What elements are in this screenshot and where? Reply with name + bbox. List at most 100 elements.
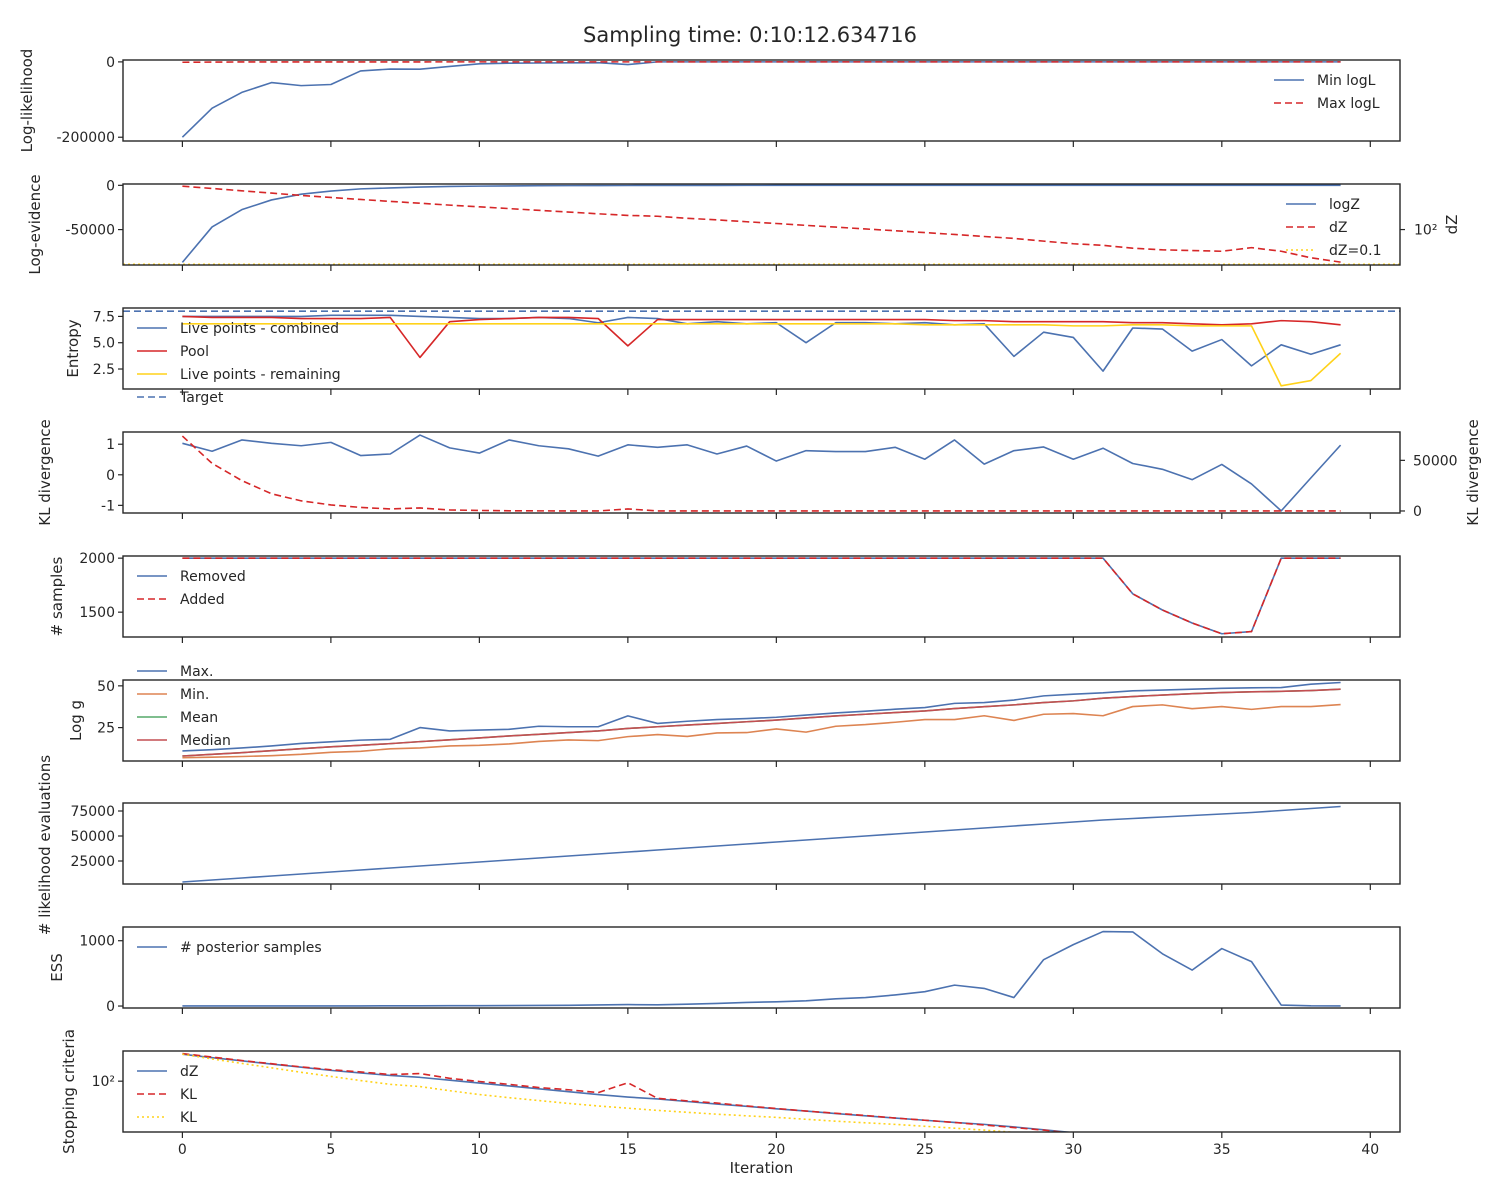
panel-series: [182, 557, 1341, 635]
y-tick-label: 7.5: [93, 309, 115, 325]
legend-label-1: Min logL: [1317, 73, 1376, 89]
y-tick-label: 0: [106, 55, 115, 71]
legend-label-2: Pool: [180, 344, 209, 360]
series-line-2: [181, 435, 1341, 512]
series-line-2: [182, 185, 1341, 263]
panel-frame: [122, 802, 1401, 885]
y-tick-label: 1500: [79, 605, 115, 621]
legend-label-3: dZ=0.1: [1329, 243, 1381, 259]
series-line-2: [182, 315, 1341, 359]
y-tick-label: -1: [101, 498, 115, 514]
y-tick-label: 10²: [92, 1074, 115, 1090]
y-axis-label: Entropy: [64, 319, 82, 377]
legend-label-1: dZ: [180, 1064, 198, 1080]
y-axis-label: Log-likelihood: [18, 49, 36, 153]
series-line-2: [182, 703, 1341, 759]
x-tick-label: 20: [767, 1142, 785, 1158]
panel-5: 2000 1500 # samples Removed Added: [48, 551, 1401, 643]
y2-tick-label: 0: [1413, 504, 1422, 520]
legend: Live points - combined Pool Live points - …: [137, 321, 341, 406]
legend-label-2: dZ: [1329, 220, 1347, 236]
figure-title: Sampling time: 0:10:12.634716: [583, 23, 917, 47]
panel-1: 0 -200000 Log-likelihood Min logL Max logL: [18, 49, 1401, 153]
y-axis-label: Stopping criteria: [60, 1029, 78, 1154]
legend: Removed Added: [137, 569, 246, 608]
series-line-1: [182, 681, 1341, 752]
panel-6: 50 25 Log g Max. Min. Mean Median: [67, 664, 1401, 767]
panel-series: [182, 1052, 1076, 1132]
y-tick-label: 50: [97, 679, 115, 695]
panel-frame: [122, 307, 1401, 390]
series-line-1: [182, 557, 1341, 635]
legend-label-2: Max logL: [1317, 96, 1380, 112]
panel-frame: [122, 1050, 1401, 1133]
y-tick-label: 75000: [70, 804, 115, 820]
x-tick-label: 25: [916, 1142, 934, 1158]
legend-label-1: Live points - combined: [180, 321, 339, 337]
y-axis-label: ESS: [48, 953, 66, 982]
panel-series: [123, 310, 1400, 387]
y-axis-label: # likelihood evaluations: [36, 755, 54, 935]
panel-frame: [122, 431, 1401, 514]
series-line-1: [181, 184, 1341, 263]
legend-label-2: Min.: [180, 687, 209, 703]
y-axis-label: # samples: [48, 556, 66, 636]
panel-series: [181, 61, 1341, 138]
series-line-1: [182, 930, 1341, 1007]
x-tick-label: 35: [1213, 1142, 1231, 1158]
series-line-2: [182, 557, 1341, 635]
panel-series: [181, 434, 1342, 512]
x-tick-label: 0: [178, 1142, 187, 1158]
legend-label-3: Live points - remaining: [180, 367, 341, 383]
panel-3: 7.5 5.0 2.5 Entropy Live points - combined Po…: [64, 307, 1401, 406]
legend: Max. Min. Mean Median: [137, 664, 231, 749]
x-axis-label: Iteration: [730, 1159, 794, 1177]
legend: logZ dZ dZ=0.1: [1286, 197, 1381, 259]
panel-7: 75000 50000 25000 # likelihood evaluations: [36, 755, 1401, 935]
y-tick-label: 2.5: [93, 362, 115, 378]
y-tick-label: -50000: [65, 223, 115, 239]
legend-label-2: KL: [180, 1087, 197, 1103]
legend-label-1: Max.: [180, 664, 213, 680]
y2-axis-label: dZ: [1443, 215, 1461, 235]
legend-label-3: Mean: [180, 710, 218, 726]
series-line-3: [182, 1053, 1021, 1132]
y-tick-label: 25000: [70, 854, 115, 870]
legend-label-4: Median: [180, 733, 231, 749]
panel-8: 1000 0 ESS # posterior samples: [48, 926, 1401, 1015]
y-tick-label: 0: [106, 999, 115, 1015]
y-tick-label: 50000: [70, 829, 115, 845]
legend-label-1: Removed: [180, 569, 246, 585]
legend-label-2: Added: [180, 592, 225, 608]
panel-9: 10² Stopping criteria 0 5 10 15 20 25 30 35 40 Iter…: [60, 1029, 1401, 1177]
y-tick-label: 0: [106, 468, 115, 484]
series-line-1: [182, 805, 1341, 883]
series-line-1: [181, 61, 1341, 138]
series-line-2: [182, 1052, 1069, 1132]
panel-4: 1 0 -1 50000 0 KL divergence KL divergence: [36, 419, 1482, 525]
legend-label-1: # posterior samples: [180, 940, 322, 956]
y-tick-label: 1: [106, 437, 115, 453]
legend: dZ KL KL: [137, 1064, 198, 1126]
x-tick-label: 10: [470, 1142, 488, 1158]
x-tick-label: 30: [1064, 1142, 1082, 1158]
y-axis-label: KL divergence: [36, 419, 54, 525]
panel-frame: [122, 59, 1401, 142]
series-line-1: [182, 434, 1342, 512]
panel-series: [182, 930, 1341, 1007]
y2-tick-label: 10²: [1414, 223, 1437, 239]
series-line-3: [182, 322, 1342, 387]
y2-axis-label: KL divergence: [1464, 419, 1482, 525]
y-axis-label: Log-evidence: [26, 174, 44, 274]
y-tick-label: 0: [106, 178, 115, 194]
y2-tick-label: 50000: [1413, 453, 1458, 469]
x-tick-label: 40: [1361, 1142, 1379, 1158]
panel-series: [182, 681, 1341, 759]
panel-frame: [122, 183, 1401, 266]
legend-label-4: Target: [179, 390, 224, 406]
legend-label-1: logZ: [1329, 197, 1360, 213]
series-line-4: [182, 688, 1341, 757]
panel-frame: [122, 679, 1401, 762]
legend: Min logL Max logL: [1274, 73, 1380, 112]
